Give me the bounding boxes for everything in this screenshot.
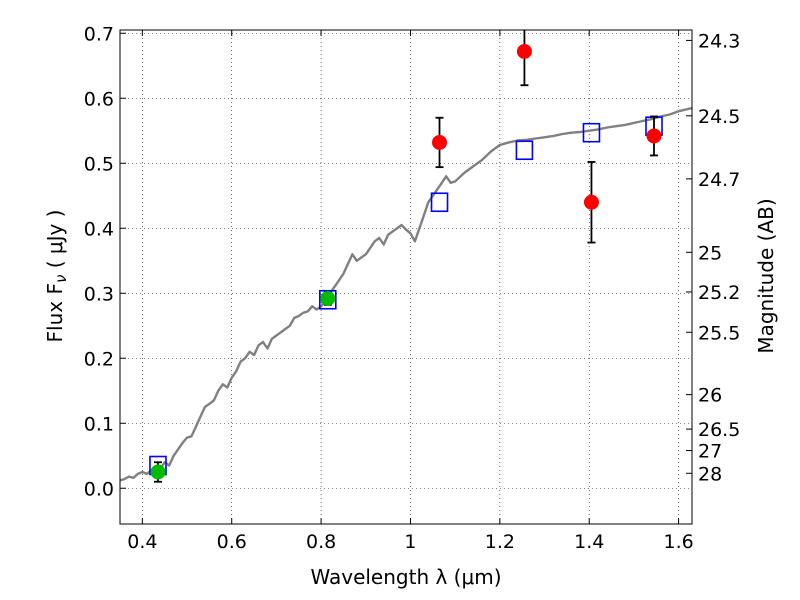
y-axis-label-subscript: ν <box>52 275 70 283</box>
plot-data <box>120 30 692 483</box>
axis-ticks: 0.4 0.6 0.8 1 1.2 1.4 1.6 0.0 0.1 0.2 0.3 0.4 0.5 0.6… <box>84 23 741 553</box>
model-spectrum-line <box>120 106 692 482</box>
x-axis-label: Wavelength λ (μm) <box>310 565 501 589</box>
y2-tick-label: 25 <box>698 242 722 264</box>
model-flux-square <box>515 140 534 161</box>
model-flux-square <box>430 192 449 213</box>
observed-flux-point <box>646 128 662 144</box>
y2-tick-label: 24.7 <box>698 169 740 191</box>
y2-tick-label: 24.3 <box>698 30 740 52</box>
plot-frame <box>119 29 693 525</box>
y-tick-label: 0.5 <box>84 153 114 175</box>
grid-lines <box>120 30 692 524</box>
model-flux-square <box>318 289 337 310</box>
observed-flux-point <box>516 43 532 59</box>
observed-flux-point <box>583 194 599 210</box>
y-tick-label: 0.4 <box>84 218 114 240</box>
observed-flux-point <box>432 134 448 150</box>
x-tick-label: 1.4 <box>574 531 604 553</box>
y2-axis-label: Magnitude (AB) <box>754 198 778 353</box>
y-tick-label: 0.0 <box>84 478 114 500</box>
y-tick-label: 0.1 <box>84 413 114 435</box>
y-axis-label-main: Flux F <box>43 283 67 342</box>
y2-tick-label: 27 <box>698 441 722 463</box>
y-axis-label-unit: ( μJy ) <box>43 210 67 275</box>
model-flux-square <box>582 122 601 143</box>
x-tick-label: 0.8 <box>306 531 336 553</box>
y-tick-label: 0.7 <box>84 23 114 45</box>
observed-flux-point <box>320 290 336 306</box>
x-tick-label: 0.6 <box>217 531 247 553</box>
y2-tick-label: 25.2 <box>698 282 740 304</box>
y-tick-label: 0.6 <box>84 88 114 110</box>
y-axis-label: Flux Fν ( μJy ) <box>43 210 70 343</box>
y2-tick-label: 24.5 <box>698 106 740 128</box>
y2-tick-label: 25.5 <box>698 322 740 344</box>
y2-tick-label: 28 <box>698 463 722 485</box>
observed-flux-point <box>150 464 166 480</box>
x-tick-label: 1 <box>404 531 416 553</box>
y2-tick-label: 26.5 <box>698 419 740 441</box>
x-tick-label: 1.6 <box>663 531 693 553</box>
x-tick-label: 0.4 <box>127 531 157 553</box>
x-tick-label: 1.2 <box>485 531 515 553</box>
y2-tick-label: 26 <box>698 385 722 407</box>
y-tick-label: 0.2 <box>84 348 114 370</box>
y-tick-label: 0.3 <box>84 283 114 305</box>
